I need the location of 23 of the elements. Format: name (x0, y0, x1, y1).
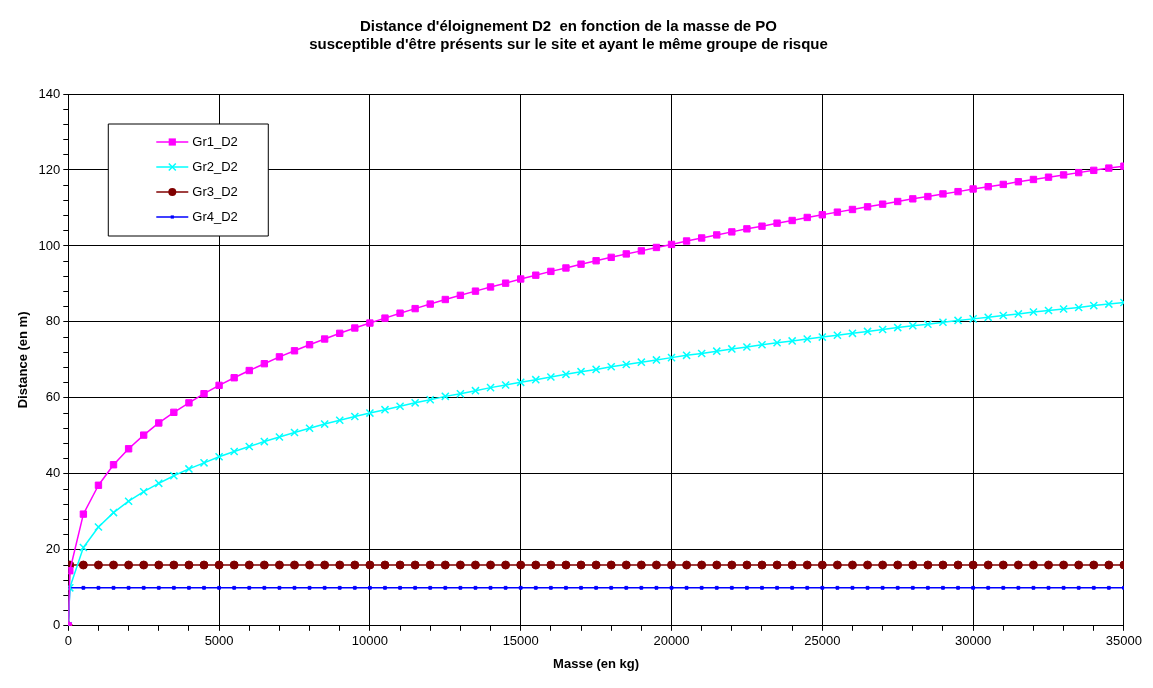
y-tick-label: 80 (45, 313, 61, 329)
y-tick-label: 40 (45, 465, 61, 481)
y-tick-label: 120 (38, 161, 61, 177)
x-tick-label: 15000 (502, 633, 539, 649)
x-tick-label: 0 (64, 633, 72, 649)
y-tick-label: 60 (45, 389, 61, 405)
legend-label: Gr3_D2 (192, 183, 238, 199)
x-tick-label: 35000 (1105, 633, 1142, 649)
y-axis-title: Distance (en m) (15, 311, 31, 409)
x-axis-title: Masse (en kg) (553, 655, 640, 671)
y-tick-label: 20 (45, 541, 61, 557)
y-tick-label: 0 (53, 617, 61, 633)
x-tick-label: 20000 (653, 633, 690, 649)
y-tick-label: 100 (38, 237, 61, 253)
legend-label: Gr2_D2 (192, 158, 238, 174)
x-tick-label: 30000 (955, 633, 992, 649)
legend-label: Gr4_D2 (192, 208, 238, 224)
chart-title: Distance d'éloignement D2 en fonction de la masse de PO susceptible d'être présents sur le site et ayant le même groupe de risque (309, 17, 828, 53)
x-tick-label: 10000 (351, 633, 388, 649)
x-tick-label: 5000 (204, 633, 234, 649)
y-tick-label: 140 (38, 85, 61, 101)
x-tick-label: 25000 (804, 633, 841, 649)
legend-label: Gr1_D2 (192, 133, 238, 149)
